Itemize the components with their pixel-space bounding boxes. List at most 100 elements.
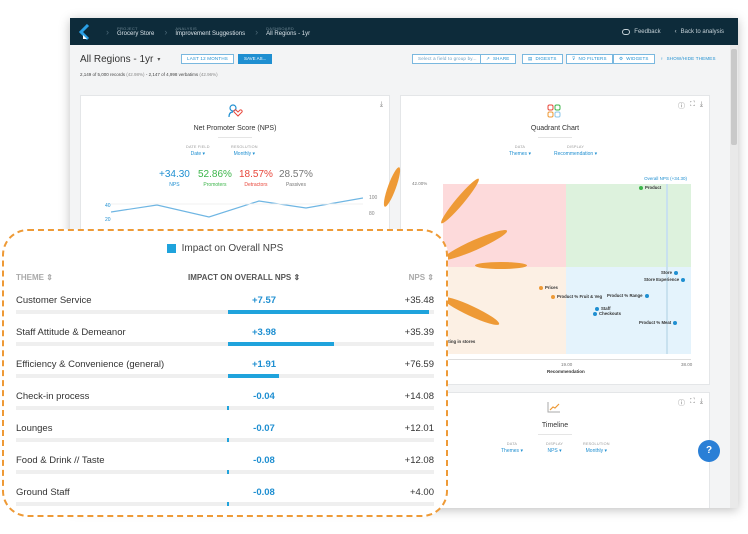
legend-swatch (166, 244, 176, 253)
point-label: Product % Range (607, 293, 643, 298)
help-icon: ? (705, 445, 713, 456)
legend-label: Impact on Overall NPS (181, 243, 284, 254)
nps-value: +12.01 (404, 423, 434, 434)
bar-track (16, 342, 434, 346)
sort-nps-header[interactable]: NPS ⇕ (408, 273, 434, 282)
verbatims-pct: (42.96%) (199, 72, 218, 77)
field-value: Themes ▾ (501, 448, 523, 454)
table-row[interactable]: Food & Drink // Taste -0.08 +12.08 (16, 455, 434, 481)
nps-value: +35.39 (404, 327, 434, 338)
download-icon[interactable]: ⤓ (699, 101, 703, 108)
point-product[interactable]: Product (639, 185, 661, 190)
sort-impact-header[interactable]: IMPACT ON OVERALL NPS ⇕ (188, 273, 301, 282)
field-label: RESOLUTION (231, 145, 258, 149)
dashboard-title-dropdown[interactable]: All Regions - 1yr ▾ (80, 54, 160, 65)
impact-bar (228, 374, 279, 378)
card-title: Net Promoter Score (NPS) (193, 125, 277, 132)
nps-value: +14.08 (404, 391, 434, 402)
no-filters-label: NO FILTERS (578, 56, 607, 61)
point-meat[interactable]: Product % Meat (639, 320, 678, 325)
axis-tick: 100 (369, 195, 378, 201)
breadcrumb-dashboard[interactable]: DASHBOARD All Regions - 1yr (266, 26, 310, 37)
widgets-button[interactable]: ⚙ WIDGETS (613, 54, 655, 64)
field-label: DATA (514, 145, 526, 149)
help-chat-button[interactable]: ? (698, 440, 720, 462)
digest-icon: ▤ (528, 56, 533, 61)
group-by-select[interactable]: Select a field to group by... (412, 54, 483, 64)
line-chart-icon (547, 402, 560, 413)
theme-name: Lounges (16, 423, 53, 434)
breadcrumb-label: PROJECT (117, 26, 138, 31)
table-row[interactable]: Customer Service +7.57 +35.48 (16, 295, 434, 321)
point-label: Store Experience (644, 277, 680, 282)
data-select[interactable]: DATA Themes ▾ (501, 442, 523, 454)
metric-label: Detractors (244, 182, 268, 188)
breadcrumb-project[interactable]: PROJECT Grocery Store (117, 26, 154, 37)
display-select[interactable]: DISPLAY Recommendation ▾ (554, 145, 597, 157)
feedback-label: Feedback (634, 28, 661, 35)
point-checkouts[interactable]: Checkouts (593, 311, 621, 316)
bar-track (16, 438, 434, 442)
person-heart-icon (228, 104, 243, 118)
nps-value: +4.00 (409, 487, 434, 498)
last-12-months-button[interactable]: LAST 12 MONTHS (181, 54, 234, 64)
download-icon[interactable]: ⤓ (699, 398, 703, 405)
back-to-analysis-link[interactable]: ‹ Back to analysis (675, 29, 724, 35)
share-button[interactable]: ↗ SHARE (480, 54, 516, 64)
scrollbar-thumb[interactable] (731, 49, 737, 145)
digests-button[interactable]: ▤ DIGESTS (522, 54, 563, 64)
info-icon[interactable]: ⓘ (677, 103, 685, 110)
breadcrumb-analysis[interactable]: ANALYSIS Improvement Suggestions (175, 26, 245, 37)
point-prices[interactable]: Prices (539, 285, 558, 290)
record-count: 2,149 of 5,000 records (42.98%) - 2,147 … (80, 72, 218, 77)
metric-promoters: 52.86% Promoters (198, 169, 232, 188)
date-field-select[interactable]: DATE FIELD Date ▾ (186, 145, 210, 157)
impact-value: -0.04 (253, 391, 275, 402)
impact-bar (227, 502, 229, 506)
show-hide-themes-button[interactable]: ♀ SHOW/HIDE THEMES (655, 54, 721, 64)
expand-icon[interactable]: ⛶ (689, 398, 695, 405)
metric-passives: 28.57% Passives (279, 169, 313, 188)
chevron-right-icon: › (106, 26, 109, 37)
point-lighting[interactable]: ghting in stores (443, 339, 475, 344)
point-fruit-veg[interactable]: Product % Fruit & Veg (551, 294, 602, 299)
app-logo-icon[interactable] (78, 23, 92, 40)
display-select[interactable]: DISPLAY NPS ▾ (546, 442, 563, 454)
bar-track (16, 374, 434, 378)
resolution-select[interactable]: RESOLUTION Monthly ▾ (231, 145, 258, 157)
table-row[interactable]: Efficiency & Convenience (general) +1.91… (16, 359, 434, 385)
nps-value: +76.59 (404, 359, 434, 370)
no-filters-button[interactable]: ⊽ NO FILTERS (566, 54, 613, 64)
download-icon[interactable]: ⤓ (379, 101, 383, 108)
breadcrumb-label: DASHBOARD (266, 26, 295, 31)
point-label: Store (661, 270, 672, 275)
sort-theme-header[interactable]: THEME ⇕ (16, 273, 53, 282)
table-row[interactable]: Staff Attitude & Demeanor +3.98 +35.39 (16, 327, 434, 353)
point-store-experience[interactable]: Store Experience (644, 277, 686, 282)
point-staff[interactable]: Staff (595, 306, 611, 311)
metric-label: NPS (169, 182, 180, 188)
chevron-right-icon: › (255, 26, 259, 37)
impact-bar (227, 470, 229, 474)
point-range[interactable]: Product % Range (607, 293, 649, 298)
x-axis-tick: 38.00 (681, 362, 693, 367)
gear-icon: ⚙ (619, 56, 624, 61)
point-store[interactable]: Store (661, 270, 678, 275)
divider (218, 137, 252, 138)
table-row[interactable]: Lounges -0.07 +12.01 (16, 423, 434, 449)
table-row[interactable]: Check-in process -0.04 +14.08 (16, 391, 434, 417)
scrollbar[interactable] (730, 45, 738, 508)
save-as-button[interactable]: SAVE AS... (238, 54, 273, 64)
point-label: Product (645, 185, 662, 190)
highlight-stroke (475, 262, 527, 269)
feedback-link[interactable]: Feedback (622, 28, 661, 35)
expand-icon[interactable]: ⛶ (689, 101, 695, 108)
dashboard-title: All Regions - 1yr (80, 54, 154, 65)
data-select[interactable]: DATA Themes ▾ (509, 145, 531, 157)
point-label: Staff (601, 306, 611, 311)
nps-value: +35.48 (404, 295, 434, 306)
resolution-select[interactable]: RESOLUTION Monthly ▾ (583, 442, 610, 454)
table-row[interactable]: Ground Staff -0.08 +4.00 (16, 487, 434, 513)
info-icon[interactable]: ⓘ (677, 400, 685, 407)
field-value: Recommendation ▾ (554, 151, 598, 157)
